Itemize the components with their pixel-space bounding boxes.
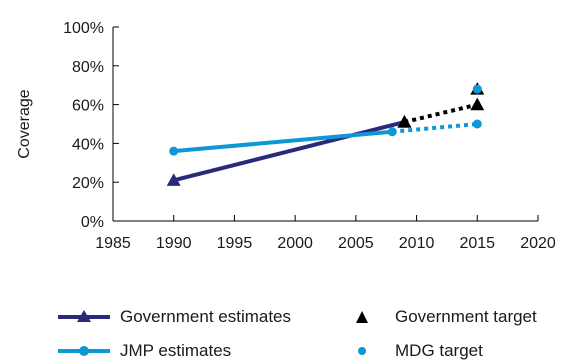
x-tick-label: 1995 [217,235,253,252]
y-tick-label: 100% [63,20,104,37]
government-target-point [397,115,412,128]
chart-markers [166,82,485,186]
jmp-estimates-line [173,129,393,154]
x-tick-label: 2010 [399,235,435,252]
mdg-target-point [472,119,482,129]
x-tick-label: 2020 [520,235,556,252]
y-tick-label: 80% [72,59,104,76]
chart-lines [173,102,478,183]
y-axis-label: Coverage [16,89,33,158]
y-tick-label: 0% [81,214,104,231]
x-tick-label: 2005 [338,235,374,252]
x-tick-label: 2015 [459,235,495,252]
x-tick-label: 1985 [95,235,131,252]
x-tick-label: 1990 [156,235,192,252]
y-tick-label: 60% [72,98,104,115]
y-tick-label: 20% [72,175,104,192]
jmp-estimates-point [169,146,179,156]
government-target-point [470,97,485,111]
chart-axes [112,27,538,222]
projection-line [392,122,478,134]
y-tick-label: 40% [72,136,104,153]
government-estimates-point [166,173,181,186]
mdg-target-point [472,84,482,94]
projection-line [403,102,478,125]
government-estimates-line [173,120,405,183]
x-tick-label: 2000 [277,235,313,252]
jmp-estimates-point [387,127,397,137]
chart-ticks: 0% 20% 40% 60% 80% 100% 1985 1990 1995 2000 2005 20… [63,20,556,252]
